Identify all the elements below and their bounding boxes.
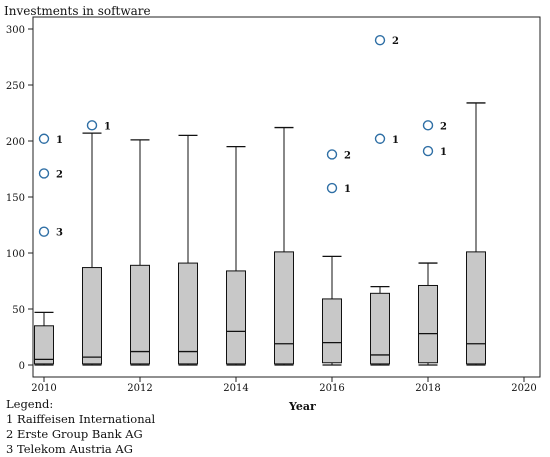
box-iqr	[130, 264, 150, 365]
x-tick-label: 2012	[127, 383, 152, 394]
box-2018	[418, 262, 438, 366]
legend: Legend: 1 Raiffeisen International 2 Ers…	[6, 397, 155, 457]
box-2014	[226, 145, 246, 366]
outlier-point	[422, 120, 434, 131]
outlier-label: 3	[56, 228, 63, 239]
box-2017	[370, 285, 390, 366]
legend-entry: 3 Telekom Austria AG	[6, 442, 133, 456]
y-axis-ticks: 0 50 100 150 200 250 300	[6, 25, 33, 372]
x-tick-label: 2020	[511, 383, 536, 394]
outlier-point	[38, 226, 50, 237]
outlier-point	[38, 133, 50, 144]
box-2016	[322, 255, 342, 366]
outlier-label: 2	[392, 36, 399, 47]
box-iqr	[322, 298, 342, 364]
x-tick-label: 2014	[223, 383, 248, 394]
outlier-label: 2	[56, 169, 63, 180]
box-iqr	[418, 284, 438, 364]
x-tick-label: 2018	[415, 383, 440, 394]
y-tick-label: 0	[19, 361, 25, 372]
box-iqr	[82, 267, 102, 365]
box-2015	[274, 126, 294, 366]
outlier-point	[38, 168, 50, 179]
x-tick-label: 2010	[31, 383, 56, 394]
outlier-label: 2	[344, 150, 351, 161]
outlier-label: 1	[344, 184, 351, 195]
y-tick-label: 150	[6, 193, 25, 204]
outlier-label: 1	[440, 147, 447, 158]
legend-entry: 1 Raiffeisen International	[6, 412, 156, 426]
y-axis-label: Investments in software	[4, 4, 151, 18]
outlier-label: 2	[440, 121, 447, 132]
y-tick-label: 100	[6, 249, 25, 260]
outlier-point	[326, 149, 338, 160]
y-tick-label: 250	[6, 81, 25, 92]
outlier-point	[86, 120, 98, 131]
box-iqr	[274, 251, 294, 365]
box-2013	[178, 134, 198, 366]
boxes-group	[34, 102, 486, 366]
legend-entry: 2 Erste Group Bank AG	[6, 427, 143, 441]
box-iqr	[34, 325, 54, 365]
box-2010	[34, 311, 54, 366]
y-tick-label: 50	[12, 305, 25, 316]
outlier-point	[374, 35, 386, 46]
box-iqr	[226, 270, 246, 365]
x-axis-label: Year	[289, 400, 316, 413]
box-iqr	[370, 292, 390, 365]
outlier-label: 1	[56, 135, 63, 146]
box-iqr	[178, 262, 198, 365]
outlier-point	[422, 145, 434, 157]
outlier-label: 1	[104, 121, 111, 132]
box-iqr	[466, 251, 486, 365]
box-2019	[466, 102, 486, 366]
box-2012	[130, 139, 150, 366]
legend-title: Legend:	[6, 397, 54, 411]
outlier-point	[374, 133, 386, 144]
outlier-label: 1	[392, 135, 399, 146]
y-tick-label: 300	[6, 25, 25, 36]
outlier-point	[326, 182, 338, 194]
x-axis-ticks: 2010 2012 2014 2016 2018 2020	[31, 377, 537, 394]
x-tick-label: 2016	[319, 383, 344, 394]
outliers-group: 1 2 3 1 2 1 2 1 2 1	[38, 35, 447, 239]
box-2011	[82, 132, 102, 366]
y-tick-label: 200	[6, 137, 25, 148]
